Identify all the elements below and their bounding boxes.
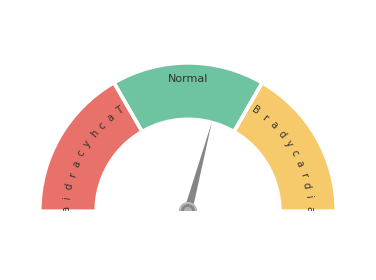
Text: B: B [250,105,261,117]
Text: High: High [246,190,278,203]
Circle shape [180,203,196,219]
Text: i: i [303,195,314,199]
Wedge shape [28,51,348,211]
Text: Low: Low [112,190,140,203]
Wedge shape [234,83,336,211]
Text: a: a [71,159,82,169]
Wedge shape [114,63,262,132]
Text: a: a [105,112,117,123]
Text: T: T [115,105,126,116]
Text: a: a [268,120,279,131]
Text: a: a [62,206,72,212]
Wedge shape [96,119,280,211]
Polygon shape [184,122,212,212]
Text: c: c [97,120,108,131]
Text: h: h [89,129,100,140]
Text: r: r [260,113,270,123]
Text: Normal: Normal [168,74,208,84]
Bar [13,211,363,244]
Text: c: c [289,148,300,158]
Text: i: i [62,195,73,199]
Text: a: a [304,206,314,212]
Circle shape [184,207,192,215]
Text: c: c [76,148,87,158]
Wedge shape [28,51,348,211]
Text: y: y [82,138,93,149]
Text: d: d [64,182,75,190]
Text: a: a [294,159,305,169]
Text: d: d [301,182,312,190]
Text: r: r [298,171,309,178]
Text: d: d [276,129,287,140]
Text: r: r [67,171,78,178]
Text: y: y [283,138,294,149]
Wedge shape [40,83,142,211]
